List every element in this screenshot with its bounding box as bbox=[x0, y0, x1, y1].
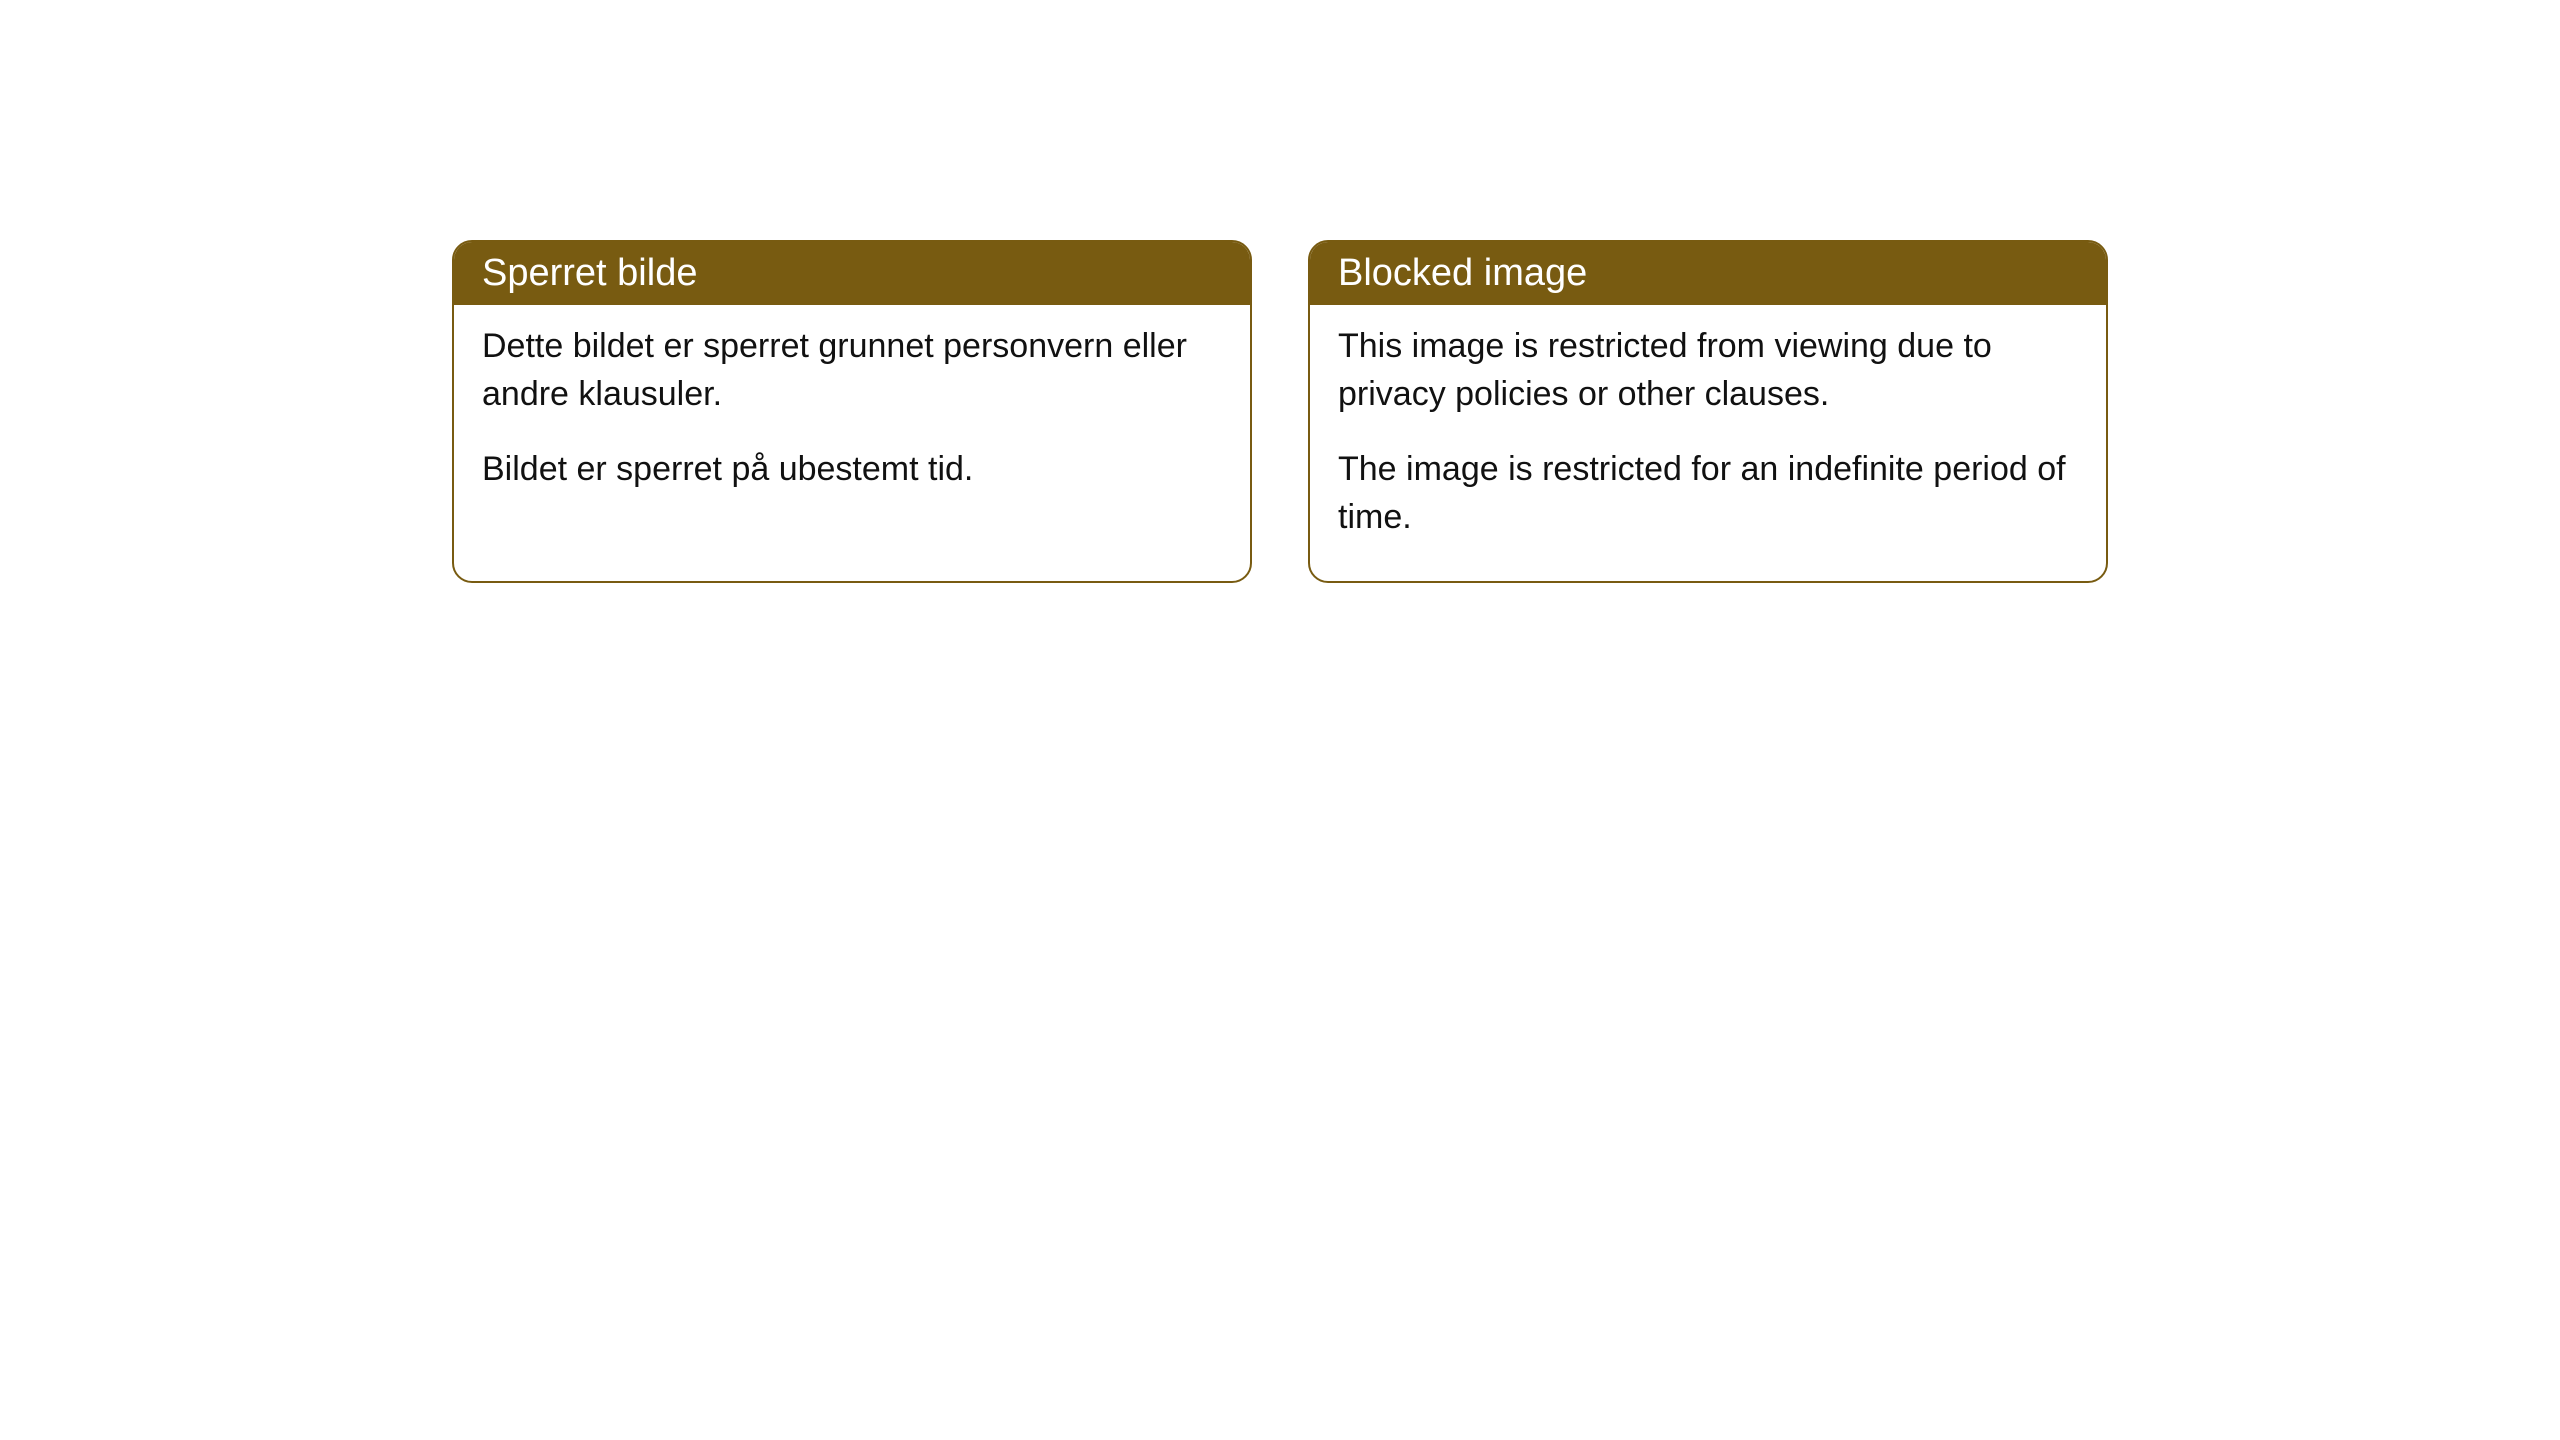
card-title: Sperret bilde bbox=[482, 252, 697, 294]
card-paragraph: This image is restricted from viewing du… bbox=[1338, 323, 2078, 418]
card-title: Blocked image bbox=[1338, 252, 1587, 294]
card-header: Blocked image bbox=[1310, 242, 2106, 305]
card-header: Sperret bilde bbox=[454, 242, 1250, 305]
card-paragraph: Dette bildet er sperret grunnet personve… bbox=[482, 323, 1222, 418]
blocked-image-card-norwegian: Sperret bilde Dette bildet er sperret gr… bbox=[452, 240, 1252, 583]
blocked-image-card-english: Blocked image This image is restricted f… bbox=[1308, 240, 2108, 583]
card-body: Dette bildet er sperret grunnet personve… bbox=[454, 305, 1250, 534]
card-paragraph: The image is restricted for an indefinit… bbox=[1338, 446, 2078, 541]
card-paragraph: Bildet er sperret på ubestemt tid. bbox=[482, 446, 1222, 494]
notice-cards-container: Sperret bilde Dette bildet er sperret gr… bbox=[450, 240, 2110, 583]
card-body: This image is restricted from viewing du… bbox=[1310, 305, 2106, 581]
